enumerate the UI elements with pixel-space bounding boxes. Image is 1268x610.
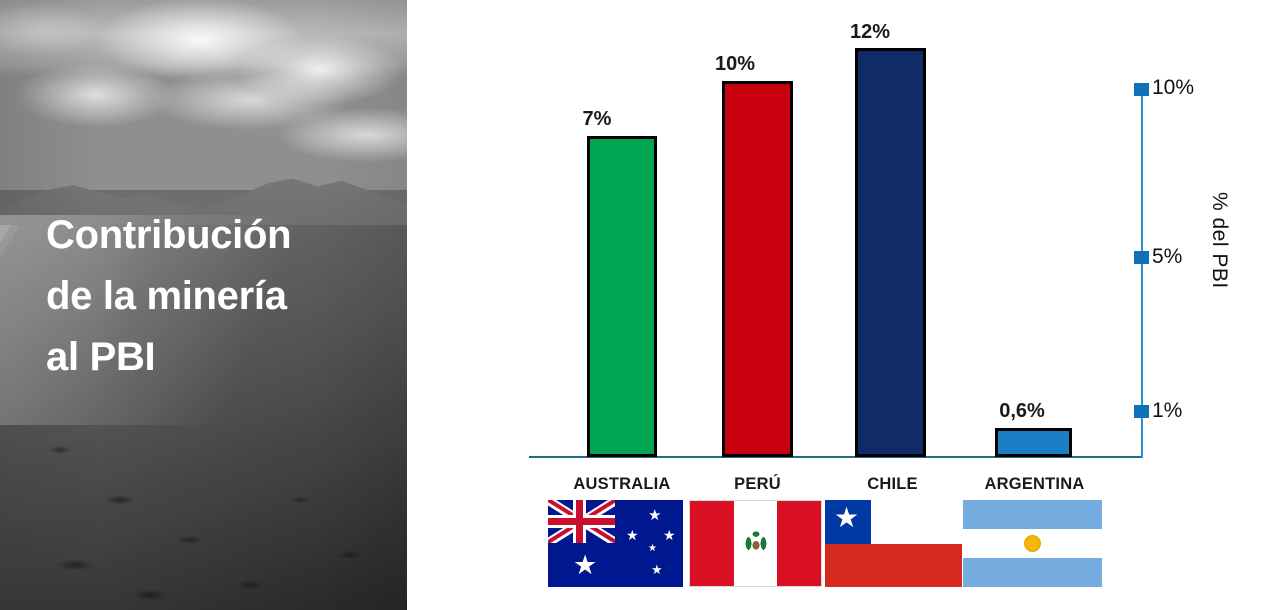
category-label-australia: AUSTRALIA (573, 475, 671, 493)
star-epsilon-crucis: ★ (651, 562, 663, 577)
value-axis-line (1141, 90, 1143, 458)
flag-peru-icon (689, 500, 822, 587)
background-photo-panel: Contribución de la minería al PBI (0, 0, 407, 610)
flag-argentina-icon (963, 500, 1102, 587)
star-beta-crucis: ★ (626, 527, 639, 543)
peru-coat-of-arms (744, 530, 767, 557)
axis-tick-label-10: 10% (1152, 76, 1195, 99)
slide-title-line-2: de la minería (46, 274, 287, 318)
bar-value-label-argentina: 0,6% (999, 400, 1045, 422)
photo-vignette (0, 0, 407, 610)
slide-title-line-1: Contribución (46, 213, 292, 257)
photo-rock-detail (0, 380, 407, 610)
bar-value-label-chile: 12% (849, 21, 891, 43)
axis-marker-10 (1134, 83, 1149, 96)
flag-chile-icon: ★ (825, 500, 962, 587)
star-gamma-crucis: ★ (663, 527, 676, 543)
flag-australia-icon: ★ ★ ★ ★ ★ ★ (548, 500, 683, 587)
bar-argentina[interactable] (995, 428, 1072, 457)
axis-tick-label-5: 5% (1152, 245, 1183, 268)
category-label-peru: PERÚ (734, 475, 781, 493)
bar-value-label-australia: 7% (582, 108, 612, 130)
slide-title-line-3: al PBI (46, 335, 156, 379)
star-alpha-crucis: ★ (648, 507, 662, 524)
bar-value-label-peru: 10% (714, 53, 756, 75)
axis-tick-label-1: 1% (1152, 399, 1183, 422)
bar-chile[interactable] (855, 48, 926, 457)
star-commonwealth: ★ (573, 550, 598, 580)
bar-chart: 7% 10% 12% 0,6% AUSTRALIA PERÚ CHILE ARG… (407, 0, 1268, 610)
axis-marker-1 (1134, 405, 1149, 418)
bar-peru[interactable] (722, 81, 793, 457)
chart-baseline-axis (529, 456, 1142, 458)
star-delta-crucis: ★ (648, 543, 657, 554)
slide-title: Contribución de la minería al PBI (46, 205, 386, 388)
photo-sky-clouds (0, 0, 407, 190)
bar-australia[interactable] (587, 136, 657, 457)
category-label-argentina: ARGENTINA (984, 475, 1085, 493)
chile-star: ★ (834, 502, 860, 533)
value-axis-title: % del PBI (1208, 192, 1231, 289)
axis-marker-5 (1134, 251, 1149, 264)
sun-of-may-icon (1024, 535, 1041, 552)
category-label-chile: CHILE (867, 475, 918, 493)
